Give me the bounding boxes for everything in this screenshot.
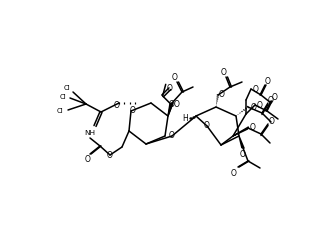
- Text: H: H: [182, 114, 188, 123]
- Text: O: O: [231, 169, 237, 178]
- Polygon shape: [233, 127, 249, 136]
- Text: NH: NH: [85, 130, 95, 136]
- Text: O: O: [169, 132, 175, 141]
- Text: Cl: Cl: [63, 85, 70, 91]
- Text: O: O: [253, 85, 259, 94]
- Text: O: O: [130, 105, 136, 114]
- Text: O: O: [168, 100, 174, 109]
- Text: Cl: Cl: [60, 94, 66, 100]
- Text: O: O: [114, 100, 120, 109]
- Polygon shape: [239, 136, 244, 148]
- Text: O: O: [272, 92, 278, 101]
- Text: Cl: Cl: [57, 108, 63, 114]
- Text: O: O: [85, 155, 91, 164]
- Text: O: O: [269, 117, 275, 126]
- Text: O: O: [240, 150, 246, 159]
- Text: O: O: [221, 68, 227, 77]
- Text: O: O: [204, 122, 210, 131]
- Text: O: O: [167, 84, 173, 93]
- Text: O: O: [172, 73, 178, 82]
- Text: O: O: [107, 150, 113, 160]
- Text: O: O: [219, 90, 225, 99]
- Text: O: O: [251, 102, 257, 111]
- Text: O: O: [174, 100, 180, 109]
- Polygon shape: [168, 103, 173, 116]
- Text: O: O: [268, 96, 274, 105]
- Text: O: O: [257, 100, 263, 109]
- Polygon shape: [168, 104, 172, 116]
- Text: O: O: [250, 123, 256, 132]
- Text: O: O: [265, 77, 271, 86]
